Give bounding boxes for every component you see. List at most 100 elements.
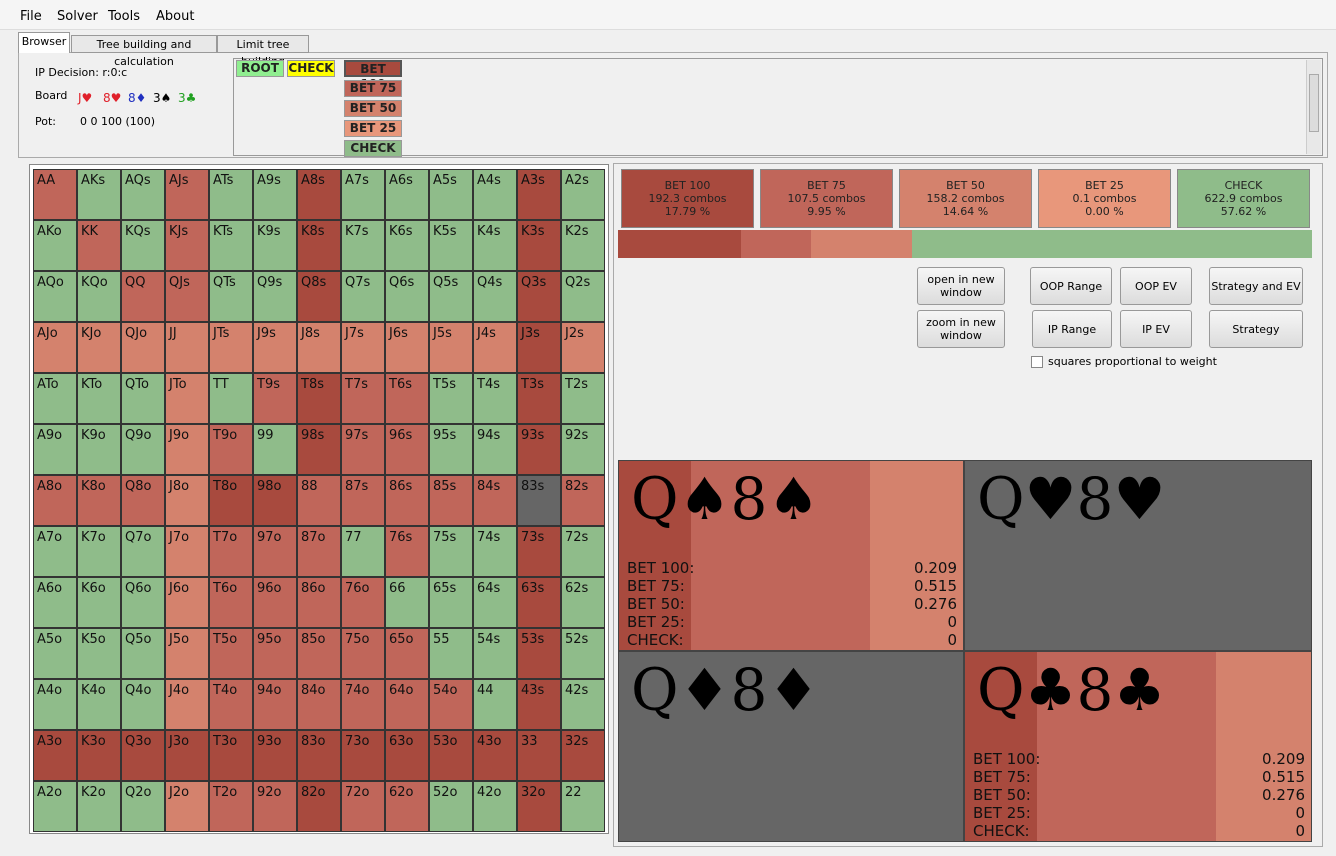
hand-cell[interactable]: 84s (473, 475, 517, 526)
hand-cell[interactable]: J2o (165, 781, 209, 832)
hand-cell[interactable]: Q5o (121, 628, 165, 679)
hand-cell[interactable]: T2s (561, 373, 605, 424)
hand-cell[interactable]: K8s (297, 220, 341, 271)
hand-cell[interactable]: 42s (561, 679, 605, 730)
hand-cell[interactable]: J7s (341, 322, 385, 373)
hand-cell[interactable]: KTs (209, 220, 253, 271)
hand-cell[interactable]: KK (77, 220, 121, 271)
hand-cell[interactable]: 85s (429, 475, 473, 526)
hand-cell[interactable]: ATo (33, 373, 77, 424)
hand-cell[interactable]: J8s (297, 322, 341, 373)
hand-cell[interactable]: AJs (165, 169, 209, 220)
hand-cell[interactable]: 88 (297, 475, 341, 526)
hand-cell[interactable]: A7s (341, 169, 385, 220)
hand-cell[interactable]: J4o (165, 679, 209, 730)
hand-cell[interactable]: J6s (385, 322, 429, 373)
tree-node[interactable]: BET 100 (344, 60, 402, 91)
hand-cell[interactable]: J2s (561, 322, 605, 373)
hand-cell[interactable]: J3o (165, 730, 209, 781)
hand-cell[interactable]: A3o (33, 730, 77, 781)
hand-cell[interactable]: J9o (165, 424, 209, 475)
hand-cell[interactable]: K9o (77, 424, 121, 475)
tab[interactable]: Tree building and calculation (71, 35, 217, 68)
button[interactable]: IP EV (1120, 310, 1192, 348)
button[interactable]: open in new window (917, 267, 1005, 305)
hand-cell[interactable]: T4o (209, 679, 253, 730)
hand-cell[interactable]: KJo (77, 322, 121, 373)
checkbox-box[interactable] (1031, 356, 1043, 368)
hand-cell[interactable]: 86s (385, 475, 429, 526)
hand-cell[interactable]: 32o (517, 781, 561, 832)
hand-cell[interactable]: A7o (33, 526, 77, 577)
hand-cell[interactable]: 76o (341, 577, 385, 628)
menu-item[interactable]: Tools (108, 9, 141, 24)
tree-node[interactable]: BET 75 (344, 80, 402, 97)
hand-cell[interactable]: T3o (209, 730, 253, 781)
hand-cell[interactable]: K9s (253, 220, 297, 271)
hand-cell[interactable]: Q2o (121, 781, 165, 832)
hand-cell[interactable]: T7s (341, 373, 385, 424)
hand-cell[interactable]: 77 (341, 526, 385, 577)
hand-cell[interactable]: T4s (473, 373, 517, 424)
hand-cell[interactable]: T5s (429, 373, 473, 424)
hand-cell[interactable]: JJ (165, 322, 209, 373)
hand-cell[interactable]: 63o (385, 730, 429, 781)
hand-cell[interactable]: K7o (77, 526, 121, 577)
hand-cell[interactable]: 53s (517, 628, 561, 679)
hand-cell[interactable]: 82o (297, 781, 341, 832)
button[interactable]: IP Range (1032, 310, 1112, 348)
hand-cell[interactable]: 22 (561, 781, 605, 832)
hand-cell[interactable]: 82s (561, 475, 605, 526)
menu-item[interactable]: Solver (57, 9, 98, 24)
hand-cell[interactable]: K2o (77, 781, 121, 832)
hand-cell[interactable]: 53o (429, 730, 473, 781)
hand-cell[interactable]: 73s (517, 526, 561, 577)
hand-cell[interactable]: Q9s (253, 271, 297, 322)
hand-cell[interactable]: JTs (209, 322, 253, 373)
hand-cell[interactable]: 94s (473, 424, 517, 475)
hand-cell[interactable]: Q8s (297, 271, 341, 322)
hand-cell[interactable]: Q6o (121, 577, 165, 628)
hand-cell[interactable]: 93s (517, 424, 561, 475)
hand-cell[interactable]: K4s (473, 220, 517, 271)
hand-cell[interactable]: 33 (517, 730, 561, 781)
hand-cell[interactable]: A9s (253, 169, 297, 220)
hand-cell[interactable]: A6s (385, 169, 429, 220)
hand-cell[interactable]: Q9o (121, 424, 165, 475)
hand-cell[interactable]: 72s (561, 526, 605, 577)
hand-cell[interactable]: 83o (297, 730, 341, 781)
hand-cell[interactable]: T8o (209, 475, 253, 526)
hand-cell[interactable]: 99 (253, 424, 297, 475)
hand-cell[interactable]: KJs (165, 220, 209, 271)
hand-cell[interactable]: 95s (429, 424, 473, 475)
hand-cell[interactable]: J3s (517, 322, 561, 373)
hand-cell[interactable]: K6s (385, 220, 429, 271)
hand-cell[interactable]: 86o (297, 577, 341, 628)
hand-cell[interactable]: 55 (429, 628, 473, 679)
hand-cell[interactable]: 43o (473, 730, 517, 781)
hand-cell[interactable]: AJo (33, 322, 77, 373)
hand-cell[interactable]: 96o (253, 577, 297, 628)
hand-cell[interactable]: Q5s (429, 271, 473, 322)
hand-cell[interactable]: AKo (33, 220, 77, 271)
hand-cell[interactable]: J6o (165, 577, 209, 628)
hand-cell[interactable]: QJo (121, 322, 165, 373)
hand-cell[interactable]: QTs (209, 271, 253, 322)
hand-cell[interactable]: J5s (429, 322, 473, 373)
button[interactable]: Strategy (1209, 310, 1303, 348)
hand-cell[interactable]: 42o (473, 781, 517, 832)
tree-node[interactable]: BET 25 (344, 120, 402, 137)
hand-cell[interactable]: AQo (33, 271, 77, 322)
hand-cell[interactable]: 63s (517, 577, 561, 628)
tree-node[interactable]: BET 50 (344, 100, 402, 117)
hand-cell[interactable]: K6o (77, 577, 121, 628)
hand-cell[interactable]: T7o (209, 526, 253, 577)
hand-cell[interactable]: K3s (517, 220, 561, 271)
hand-cell[interactable]: T8s (297, 373, 341, 424)
hand-cell[interactable]: T5o (209, 628, 253, 679)
hand-cell[interactable]: T9s (253, 373, 297, 424)
hand-cell[interactable]: A4s (473, 169, 517, 220)
hand-cell[interactable]: 95o (253, 628, 297, 679)
hand-cell[interactable]: 65s (429, 577, 473, 628)
hand-cell[interactable]: Q8o (121, 475, 165, 526)
